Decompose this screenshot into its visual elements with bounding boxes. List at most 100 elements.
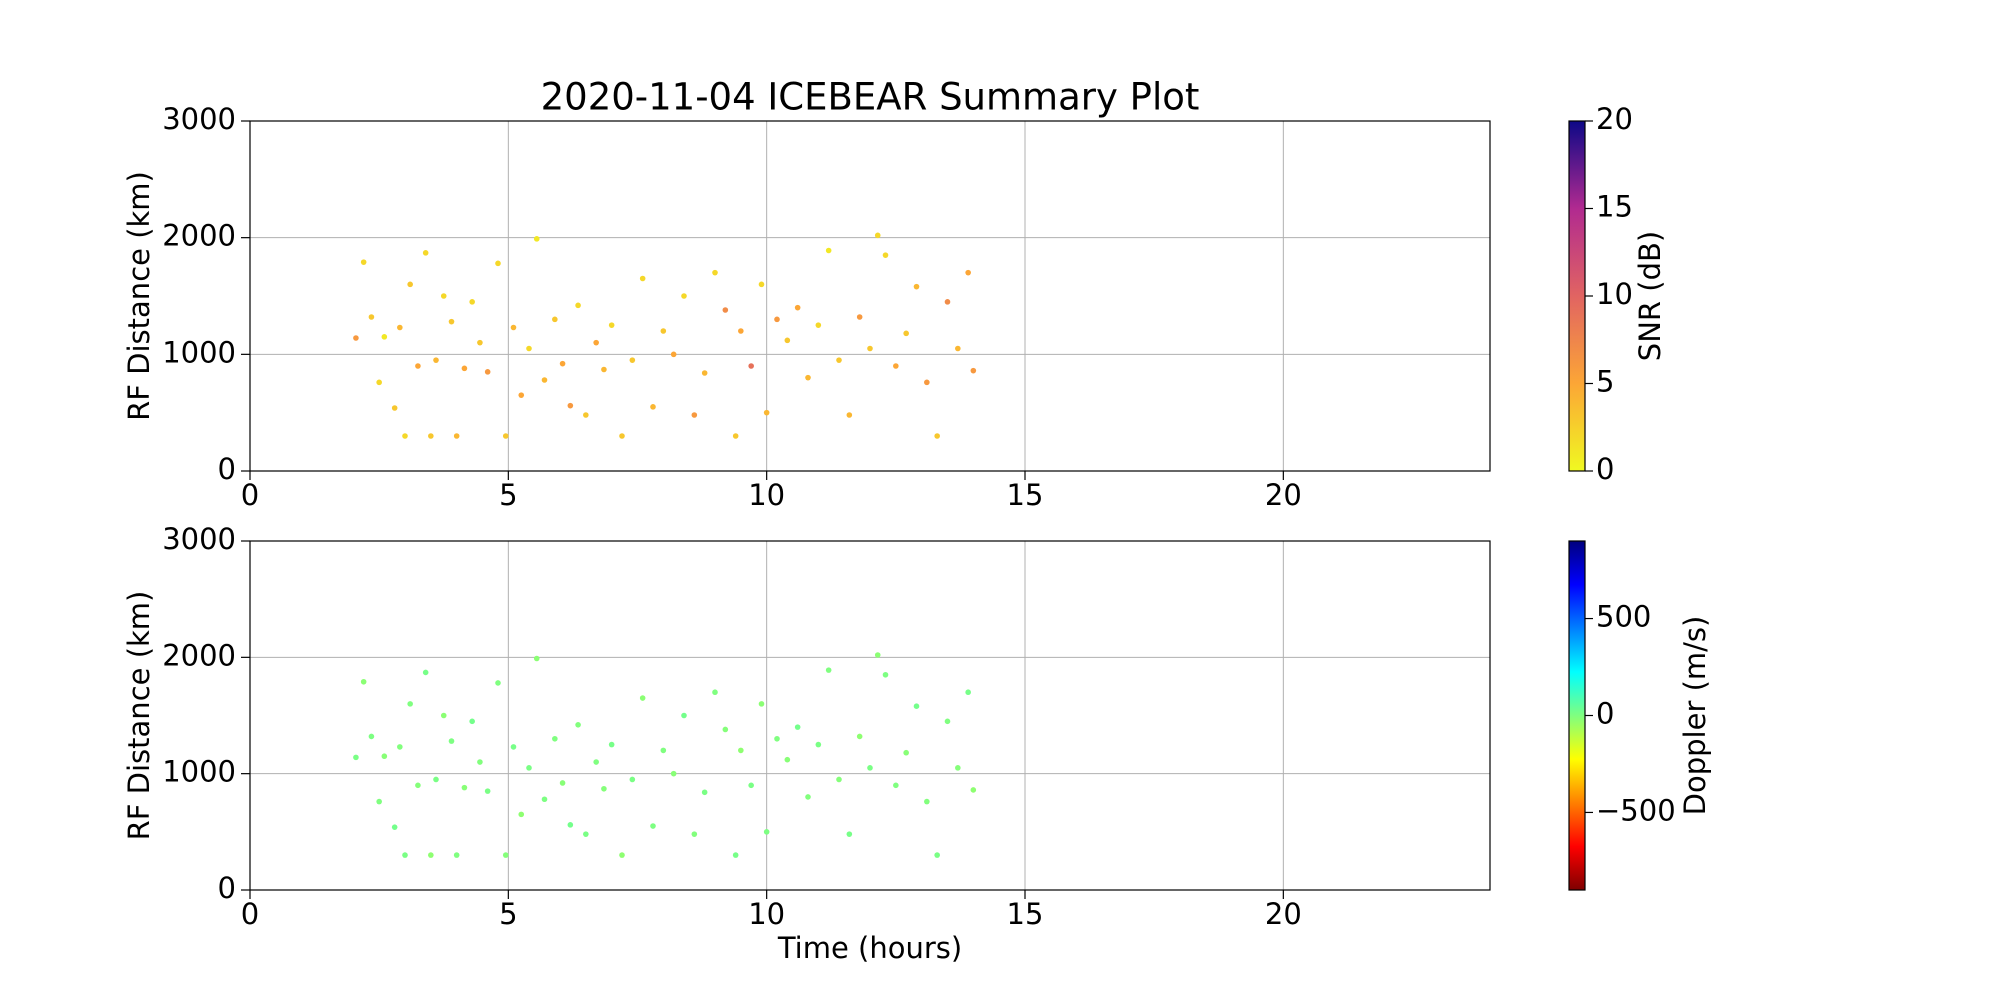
data-point	[784, 756, 791, 763]
data-point	[815, 741, 822, 748]
data-point	[691, 831, 698, 837]
data-point	[660, 747, 667, 754]
colorbar-label: SNR (dB)	[1633, 231, 1667, 361]
data-point	[701, 789, 708, 796]
data-point	[629, 357, 636, 363]
colorbar-tick-label: −500	[1596, 793, 1676, 827]
x-tick-label: 0	[241, 478, 259, 512]
data-point	[722, 307, 729, 313]
data-point	[650, 823, 656, 829]
data-point	[650, 404, 656, 410]
data-point	[440, 293, 447, 299]
data-point	[461, 365, 468, 372]
data-point	[448, 318, 455, 325]
data-point	[510, 324, 517, 331]
data-point	[748, 782, 754, 789]
data-point	[552, 735, 558, 742]
data-point	[541, 377, 548, 383]
data-point	[391, 824, 398, 830]
x-axis-label: Time (hours)	[777, 931, 962, 965]
data-point	[415, 363, 421, 369]
data-point	[484, 369, 491, 375]
data-point	[805, 794, 811, 800]
axes-frame	[249, 540, 1491, 891]
data-point	[415, 782, 421, 789]
data-point	[428, 852, 434, 858]
y-tick-label: 0	[218, 871, 236, 905]
data-point	[381, 753, 388, 760]
data-point	[784, 337, 791, 344]
data-point	[856, 733, 863, 740]
data-point	[601, 785, 607, 792]
data-point	[794, 304, 801, 311]
data-point	[944, 718, 951, 725]
data-point	[495, 260, 501, 267]
data-point	[422, 669, 429, 676]
x-tick-label: 5	[499, 897, 517, 931]
data-point	[583, 412, 589, 418]
data-point	[701, 370, 708, 376]
x-tick-label: 10	[748, 478, 785, 512]
x-tick-label: 15	[1007, 478, 1044, 512]
data-point	[758, 701, 765, 707]
data-point	[376, 379, 382, 386]
colorbar-tick-label: 0	[1596, 697, 1614, 731]
data-point	[619, 852, 625, 858]
data-point	[774, 316, 780, 323]
data-point	[601, 366, 607, 373]
y-tick-label: 3000	[162, 522, 236, 556]
data-point	[448, 738, 455, 744]
data-point	[738, 328, 744, 334]
x-tick-label: 5	[499, 478, 517, 512]
colorbar-tick-label: 0	[1596, 452, 1614, 486]
data-point	[469, 718, 475, 725]
chart-title: 2020-11-04 ICEBEAR Summary Plot	[541, 76, 1200, 119]
data-point	[376, 798, 382, 805]
data-point	[559, 360, 566, 367]
data-point	[836, 776, 842, 783]
data-point	[440, 712, 447, 719]
data-point	[593, 339, 599, 346]
data-point	[732, 433, 739, 439]
colorbar	[1568, 120, 1586, 472]
data-point	[955, 765, 961, 771]
data-point	[583, 831, 589, 837]
colorbar-label: Doppler (m/s)	[1678, 616, 1712, 816]
data-point	[619, 433, 625, 439]
data-point	[955, 345, 961, 352]
data-point	[518, 392, 525, 398]
data-point	[353, 335, 359, 341]
data-point	[815, 322, 822, 328]
data-point	[368, 733, 375, 740]
data-point	[639, 275, 646, 282]
data-point	[846, 831, 853, 837]
x-tick-label: 15	[1007, 897, 1044, 931]
data-point	[608, 322, 615, 328]
data-point	[368, 314, 375, 320]
data-point	[526, 765, 532, 771]
data-point	[913, 703, 920, 709]
data-point	[433, 357, 439, 363]
colorbar-tick-label: 15	[1596, 190, 1633, 224]
data-point	[670, 770, 677, 777]
data-point	[453, 433, 460, 439]
data-point	[402, 852, 408, 858]
data-point	[575, 722, 581, 728]
data-point	[882, 252, 889, 258]
data-point	[882, 671, 889, 678]
data-point	[970, 787, 977, 793]
data-point	[893, 782, 899, 789]
data-point	[934, 433, 940, 439]
data-point	[533, 655, 540, 662]
data-point	[856, 314, 863, 320]
data-point	[763, 829, 770, 835]
data-point	[639, 695, 646, 701]
data-point	[469, 299, 475, 305]
data-point	[477, 759, 483, 765]
data-point	[965, 269, 971, 276]
data-point	[732, 852, 739, 858]
data-point	[510, 744, 517, 750]
data-point	[944, 299, 951, 305]
data-point	[360, 259, 367, 265]
data-point	[397, 324, 403, 331]
